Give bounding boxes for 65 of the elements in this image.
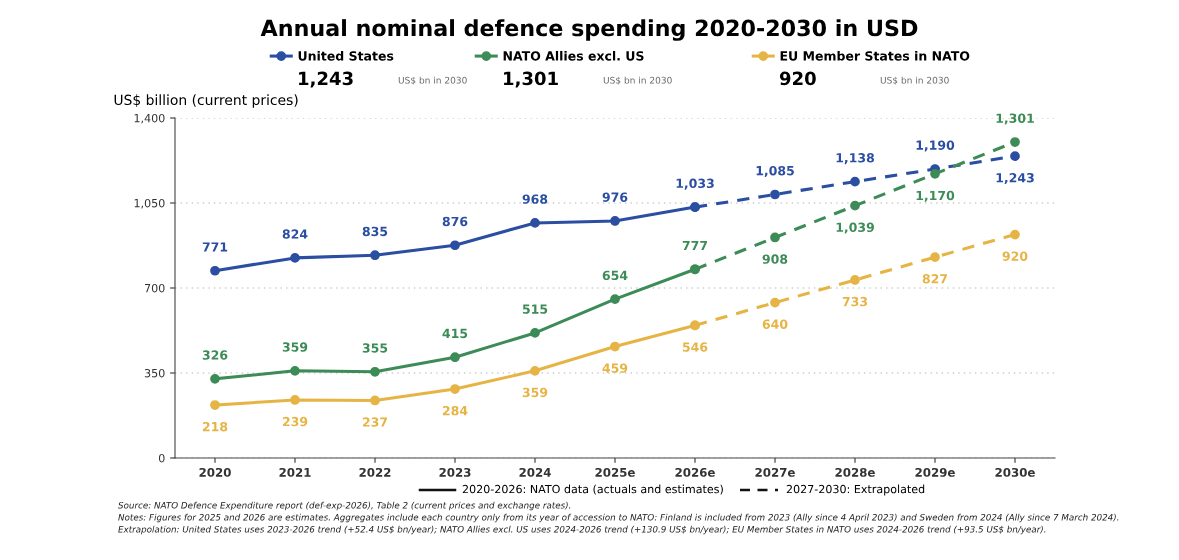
y-tick-label: 350 [144,368,165,378]
data-label: 771 [202,242,228,252]
x-tick-label: 2024 [519,467,551,477]
data-label: 359 [282,342,308,352]
data-label: 1,033 [676,178,714,190]
data-label: 459 [602,363,628,373]
text: Extrapolation: United States uses 2023-2026 trend (+52.4 US$ bn/year); NATO Allies excl. US uses 2024-2026 trend (+130.9 US$ bn/year); EU Member States in NATO uses 2024-2026 trend (+93.5 US$ bn/year). [118,525,1046,535]
x-tick-label: 2027e [755,467,795,477]
text: 1,243 [299,71,353,88]
y-axis-title: US$ billion (current prices) [114,94,298,108]
y-tick-label: 700 [144,283,165,293]
y-tick-label: 1,050 [134,198,165,209]
data-label: 733 [842,296,868,307]
x-tick-label: 2025e [595,467,635,477]
x-tick-label: 2026e [675,467,715,477]
x-tick-label: 2030e [995,467,1035,477]
data-label: 515 [522,304,548,314]
data-label: 1,301 [996,113,1034,125]
x-tick-label: 2022 [359,467,391,477]
data-label: 654 [602,270,628,281]
data-label: 359 [522,387,548,398]
data-label: 1,138 [836,153,874,165]
data-label: 415 [442,328,468,339]
data-label: 355 [362,343,388,353]
text: 2020-2026: NATO data (actuals and estimates) [462,484,723,495]
data-label: 920 [1002,251,1028,261]
text: Notes: Figures for 2025 and 2026 are estimates. Aggregates include each country only from its year of accession to NATO: Finland is included from 2023 (Ally since 4 April 2023) and Sweden from 2024 (Ally since 7 March 2024). [118,513,1119,523]
text: US$ bn in 2030 [603,76,672,85]
y-tick-label: 1,400 [134,113,165,124]
data-label: 326 [202,350,228,360]
data-label: 908 [762,254,788,264]
data-label: 824 [282,229,308,239]
legend-label: EU Member States in NATO [780,50,970,61]
data-label: 976 [602,192,628,202]
x-tick-label: 2028e [835,467,875,477]
x-tick-label: 2029e [915,467,955,477]
data-label: 640 [762,319,788,329]
data-label: 1,243 [996,173,1034,185]
source-note: Source: NATO Defence Expenditure report (def-exp-2026), Table 2 (current prices and exchange rates). [118,501,571,511]
data-label: 218 [202,421,228,432]
data-label: 1,170 [916,190,955,202]
data-label: 777 [682,240,708,251]
data-label: 1,085 [756,165,794,178]
text: 920 [779,71,816,86]
x-tick-label: 2023 [439,467,471,477]
data-label: 1,039 [836,222,874,234]
text: US$ bn in 2030 [880,76,949,85]
text: 1,301 [504,71,558,88]
chart-title: Annual nominal defence spending 2020-2030 in USD [260,19,918,41]
legend-label: NATO Allies excl. US [503,50,644,61]
text: US$ bn in 2030 [398,76,467,85]
x-tick-label: 2020 [199,467,231,477]
data-label: 284 [442,405,468,416]
data-label: 968 [522,194,548,204]
data-label: 827 [922,274,948,284]
data-label: 237 [362,417,388,427]
data-label: 546 [682,342,708,352]
data-label: 876 [442,216,468,227]
data-label: 1,190 [916,140,955,152]
data-label: 239 [282,416,308,427]
y-tick-label: 0 [158,453,165,463]
data-label: 835 [362,226,388,237]
x-tick-label: 2021 [279,467,311,477]
legend-label: United States [298,50,394,61]
text: 2027-2030: Extrapolated [786,484,925,496]
